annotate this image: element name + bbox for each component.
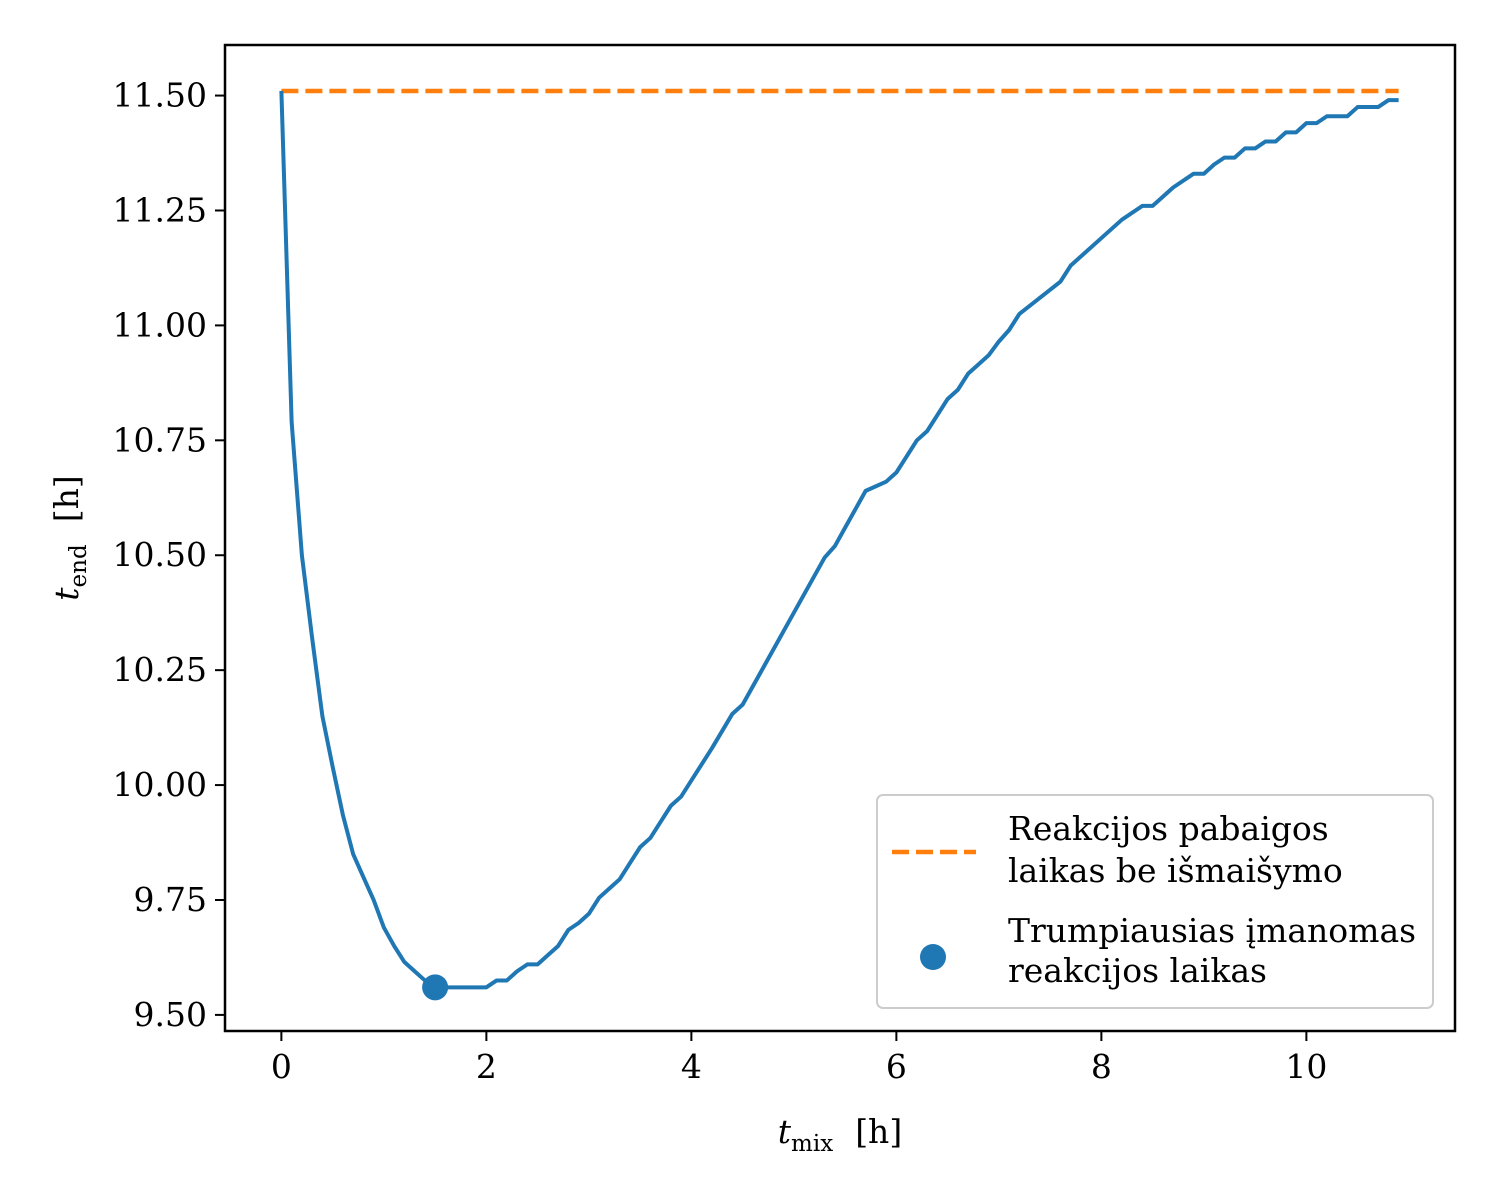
y-tick-label: 10.25 [113,650,207,689]
y-tick-label: 10.50 [113,535,207,574]
ticks: 0 2 4 6 8 10 9.50 9.75 10.00 10.25 10.50 10.75 11.00… [113,76,1328,1086]
y-tick-label: 11.25 [113,190,207,229]
x-tick-label: 6 [886,1047,907,1086]
legend-label-no-mixing: Reakcijos pabaigos laikas be išmaišymo [1008,809,1343,890]
y-axis-sub: end [66,544,92,587]
legend: Reakcijos pabaigos laikas be išmaišymo T… [876,794,1434,1009]
x-axis-var: t [778,1112,792,1151]
legend-label-shortest-line2: reakcijos laikas [1008,951,1267,990]
y-axis-label: tend [h] [47,475,92,600]
y-tick-label: 10.75 [113,420,207,459]
x-tick-label: 0 [271,1047,292,1086]
legend-label-no-mixing-line1: Reakcijos pabaigos [1008,809,1329,848]
y-axis-unit: [h] [47,475,86,522]
data-lines [279,88,1399,1001]
x-axis-unit: [h] [855,1112,902,1151]
legend-frame [876,794,1434,1009]
x-axis-label: tmix [h] [778,1112,902,1157]
y-tick-label: 11.50 [113,76,207,115]
y-tick-label: 9.75 [134,880,207,919]
x-tick-label: 4 [681,1047,702,1086]
legend-label-no-mixing-line2: laikas be išmaišymo [1008,851,1343,890]
x-tick-label: 2 [476,1047,497,1086]
minimum-point-marker [422,974,449,1001]
y-tick-label: 10.00 [113,765,207,804]
x-tick-label: 8 [1091,1047,1112,1086]
legend-point-swatch [920,944,946,970]
y-tick-label: 9.50 [134,995,207,1034]
y-axis-var: t [47,587,86,601]
x-tick-label: 10 [1285,1047,1327,1086]
y-tick-label: 11.00 [113,305,207,344]
legend-label-shortest-line1: Trumpiausias įmanomas [1008,911,1416,950]
plot-frame [223,43,1457,1033]
x-axis-sub: mix [791,1131,833,1157]
legend-label-shortest: Trumpiausias įmanomas reakcijos laikas [1008,911,1427,990]
